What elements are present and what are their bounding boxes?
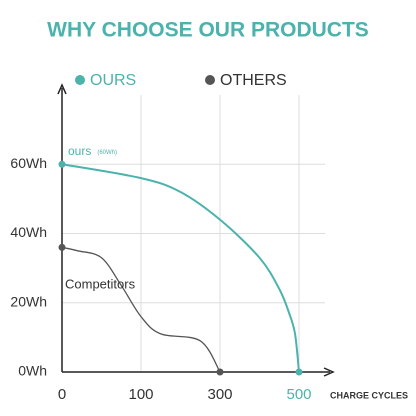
x-tick-label: 0 — [58, 386, 66, 403]
y-tick-label: 60Wh — [10, 155, 47, 171]
y-tick-label: 40Wh — [10, 224, 47, 240]
chart-title: WHY CHOOSE OUR PRODUCTS — [47, 19, 369, 42]
legend-label: OTHERS — [220, 72, 287, 89]
y-tick-label: 20Wh — [10, 293, 47, 309]
legend-marker — [75, 75, 85, 85]
line-series — [61, 246, 221, 373]
end-point — [216, 368, 224, 376]
end-point — [295, 368, 303, 376]
x-tick-label: 500 — [286, 386, 311, 403]
y-axis-arrow — [57, 83, 67, 95]
x-tick-label: 100 — [128, 386, 153, 403]
annotation-sub: (60Wh) — [97, 150, 117, 156]
x-axis-label: CHARGE CYCLES — [330, 390, 408, 400]
legend-marker — [205, 75, 215, 85]
y-tick-label: 0Wh — [18, 363, 47, 379]
end-point — [58, 243, 66, 251]
end-point — [58, 160, 66, 168]
annotation-text: ours — [68, 144, 91, 158]
line-series — [61, 163, 300, 373]
annotation: Competitors — [65, 276, 136, 291]
annotation: ours (60Wh) — [68, 144, 117, 158]
legend-label: OURS — [90, 72, 136, 89]
x-axis-arrow — [323, 367, 335, 377]
x-tick-label: 300 — [207, 386, 232, 403]
